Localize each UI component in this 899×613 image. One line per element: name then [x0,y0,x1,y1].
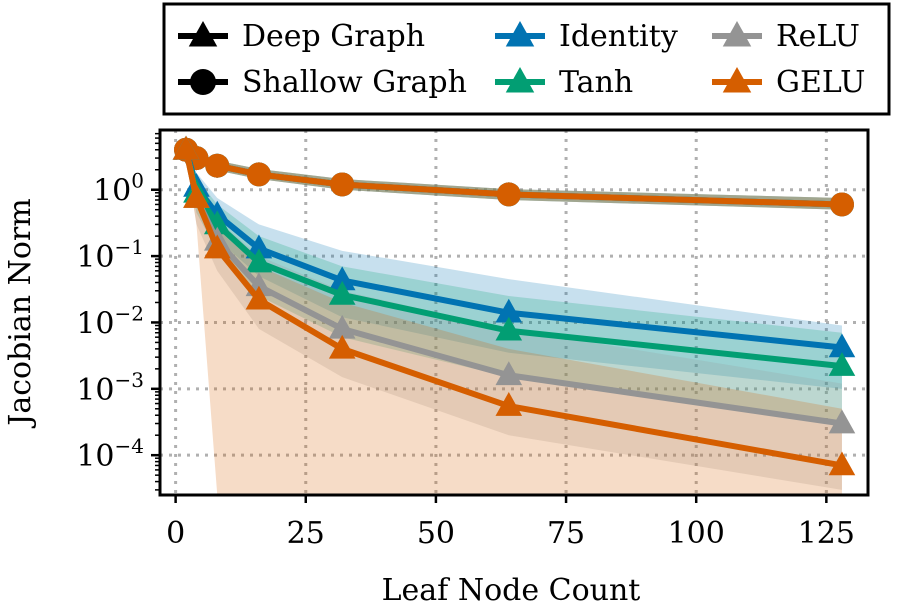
x-tick-label: 100 [668,516,725,551]
data-point [828,451,856,476]
legend-entry: GELU [712,65,865,100]
data-point [495,392,523,416]
data-point [496,182,521,207]
data-point [330,172,355,197]
axes-frame [158,128,870,497]
triangle-marker-icon [722,21,752,47]
y-tick-label: 10−3 [76,368,144,408]
x-tick-label: 25 [287,516,325,551]
x-tick-label: 75 [547,516,585,551]
x-tick-label: 0 [166,516,185,551]
y-tick-label: 100 [93,169,144,209]
legend-entry: Shallow Graph [178,65,467,100]
legend-label: Tanh [559,65,633,100]
data-point [328,266,356,291]
triangle-marker-icon [505,67,535,93]
confidence-band [186,142,842,389]
legend-label: Shallow Graph [242,65,467,100]
data-point [183,184,210,208]
data-point [828,352,856,376]
data-point [828,333,856,358]
data-point [203,234,231,259]
y-tick-label: 10−2 [76,301,144,341]
legend: Deep Graph Shallow Graph Identity Tanh ReLU G… [162,2,891,116]
data-point [328,334,356,359]
legend-label: Deep Graph [242,19,425,54]
data-point [245,248,273,273]
legend-label: Identity [559,19,678,54]
y-tick-label: 10−4 [76,434,144,474]
confidence-band [186,142,842,495]
legend-entry: ReLU [712,19,860,54]
legend-frame [162,2,891,116]
data-point [205,153,230,178]
legend-entry: Deep Graph [178,19,425,54]
triangle-marker-icon [505,21,535,47]
data-point [828,409,856,434]
data-point [246,162,271,187]
data-point [328,280,356,305]
axes: 0 25 50 75 100 125 100 10−1 10−2 10−3 10−4 [76,128,870,551]
x-tick-label: 125 [798,516,855,551]
data-point [495,361,523,386]
data-point [172,135,200,160]
data-point [829,192,854,217]
data-point [328,314,356,339]
y-axis-label: Jacobian Norm [3,198,38,428]
data-point [495,316,523,341]
circle-marker-icon [190,69,216,95]
legend-entry: Identity [495,19,678,54]
x-axis-label: Leaf Node Count [382,573,641,608]
data-point [495,298,523,323]
data-point [245,285,273,310]
legend-label: GELU [776,65,865,100]
confidence-band [186,142,842,424]
legend-label: ReLU [776,19,860,54]
x-tick-label: 50 [417,516,455,551]
confidence-band [186,142,842,490]
triangle-marker-icon [722,67,752,93]
plot-area [160,130,868,495]
triangle-marker-icon [188,21,218,47]
series-group [172,135,856,495]
y-tick-label: 10−1 [76,235,144,275]
legend-entry: Tanh [495,65,633,100]
